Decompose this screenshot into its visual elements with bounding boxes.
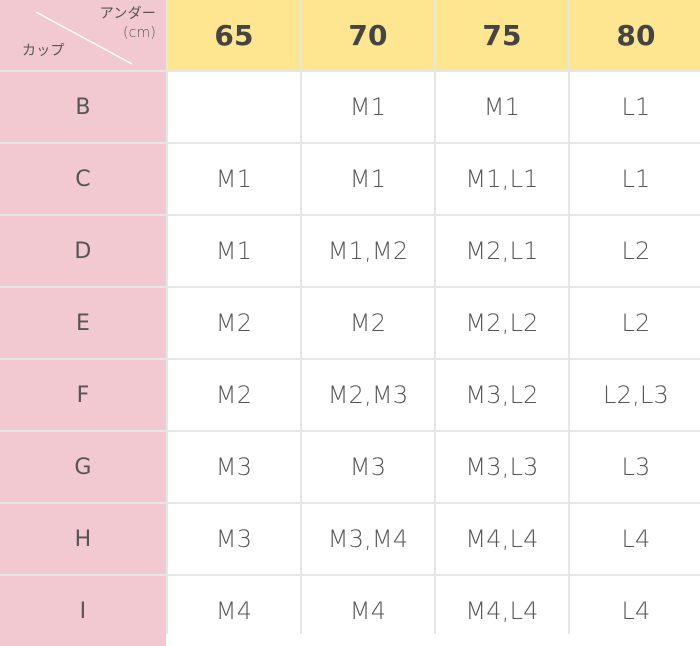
cup-label: カップ <box>22 43 65 59</box>
row-header-cup-i: I <box>0 576 166 646</box>
table-cell: M1 <box>302 144 434 214</box>
table-cell <box>168 72 300 142</box>
table-cell: M3,L3 <box>436 432 568 502</box>
table-cell: M4,L4 <box>436 576 568 646</box>
column-header-65: 65 <box>168 0 300 70</box>
table-cell: M3 <box>168 504 300 574</box>
table-cell: M1 <box>302 72 434 142</box>
row-header-cup-h: H <box>0 504 166 574</box>
table-cell: L4 <box>570 504 700 574</box>
table-cell: M2,L2 <box>436 288 568 358</box>
column-header-70: 70 <box>302 0 434 70</box>
table-cell: L1 <box>570 144 700 214</box>
table-cell: L1 <box>570 72 700 142</box>
table-cell: M1 <box>436 72 568 142</box>
table-cell: L2,L3 <box>570 360 700 430</box>
table-cell: M2,M3 <box>302 360 434 430</box>
table-cell: M1 <box>168 144 300 214</box>
row-header-cup-f: F <box>0 360 166 430</box>
table-cell: M3 <box>168 432 300 502</box>
table-cell: L2 <box>570 216 700 286</box>
table-corner-header: アンダー (cm) カップ <box>0 0 166 70</box>
table-cell: L3 <box>570 432 700 502</box>
table-cell: M3 <box>302 432 434 502</box>
table-cell: M3,M4 <box>302 504 434 574</box>
column-header-80: 80 <box>570 0 700 70</box>
table-cell: M2,L1 <box>436 216 568 286</box>
table-cell: M4 <box>168 576 300 646</box>
row-header-cup-b: B <box>0 72 166 142</box>
table-cell: M2 <box>168 288 300 358</box>
table-cell: M4,L4 <box>436 504 568 574</box>
column-header-75: 75 <box>436 0 568 70</box>
corner-diagonal-line <box>35 11 133 65</box>
table-cell: M4 <box>302 576 434 646</box>
under-unit-label: (cm) <box>122 25 156 41</box>
table-cell: M3,L2 <box>436 360 568 430</box>
table-cell: M1,M2 <box>302 216 434 286</box>
row-header-cup-c: C <box>0 144 166 214</box>
under-label: アンダー <box>99 6 156 22</box>
table-cell: M1,L1 <box>436 144 568 214</box>
table-cell: M2 <box>168 360 300 430</box>
row-header-cup-e: E <box>0 288 166 358</box>
table-cell: M1 <box>168 216 300 286</box>
table-cell: M2 <box>302 288 434 358</box>
row-header-cup-g: G <box>0 432 166 502</box>
row-header-cup-d: D <box>0 216 166 286</box>
table-cell: L2 <box>570 288 700 358</box>
table-cell: L4 <box>570 576 700 646</box>
